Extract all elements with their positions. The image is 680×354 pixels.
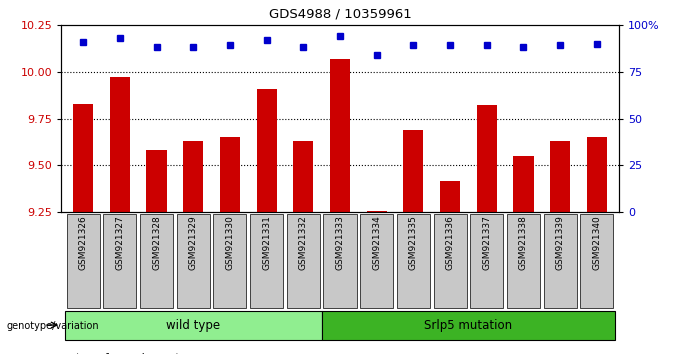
Text: GSM921340: GSM921340 — [592, 215, 601, 270]
Text: wild type: wild type — [166, 319, 220, 332]
FancyBboxPatch shape — [471, 215, 503, 308]
Bar — [403, 130, 424, 212]
Text: GSM921333: GSM921333 — [335, 215, 345, 270]
FancyBboxPatch shape — [65, 312, 322, 340]
FancyBboxPatch shape — [397, 215, 430, 308]
FancyBboxPatch shape — [507, 215, 540, 308]
FancyBboxPatch shape — [324, 215, 356, 308]
FancyBboxPatch shape — [67, 215, 100, 308]
FancyBboxPatch shape — [434, 215, 466, 308]
Bar — [550, 141, 571, 212]
Bar — [256, 88, 277, 212]
Bar — [513, 156, 534, 212]
Text: GSM921332: GSM921332 — [299, 215, 308, 270]
Bar — [367, 211, 387, 212]
FancyBboxPatch shape — [140, 215, 173, 308]
Bar — [146, 150, 167, 212]
Bar — [73, 104, 93, 212]
Bar — [293, 141, 313, 212]
Text: GSM921331: GSM921331 — [262, 215, 271, 270]
FancyBboxPatch shape — [322, 312, 615, 340]
Text: GSM921339: GSM921339 — [556, 215, 564, 270]
Bar — [477, 105, 497, 212]
FancyBboxPatch shape — [580, 215, 613, 308]
Text: GSM921335: GSM921335 — [409, 215, 418, 270]
Text: GSM921334: GSM921334 — [372, 215, 381, 270]
Text: GSM921338: GSM921338 — [519, 215, 528, 270]
Text: GSM921336: GSM921336 — [445, 215, 454, 270]
FancyBboxPatch shape — [360, 215, 393, 308]
Text: GSM921326: GSM921326 — [79, 215, 88, 270]
Text: Srlp5 mutation: Srlp5 mutation — [424, 319, 513, 332]
Title: GDS4988 / 10359961: GDS4988 / 10359961 — [269, 8, 411, 21]
Text: GSM921327: GSM921327 — [116, 215, 124, 270]
Text: transformed count: transformed count — [76, 353, 180, 354]
FancyBboxPatch shape — [250, 215, 283, 308]
Text: genotype/variation: genotype/variation — [7, 321, 99, 331]
Bar — [220, 137, 240, 212]
Bar — [587, 137, 607, 212]
FancyBboxPatch shape — [287, 215, 320, 308]
Bar — [330, 58, 350, 212]
Bar — [183, 141, 203, 212]
Bar — [440, 181, 460, 212]
Bar — [109, 77, 130, 212]
FancyBboxPatch shape — [177, 215, 209, 308]
Text: GSM921337: GSM921337 — [482, 215, 491, 270]
Text: GSM921328: GSM921328 — [152, 215, 161, 270]
FancyBboxPatch shape — [214, 215, 246, 308]
FancyBboxPatch shape — [543, 215, 577, 308]
Text: GSM921330: GSM921330 — [226, 215, 235, 270]
Text: GSM921329: GSM921329 — [189, 215, 198, 270]
FancyBboxPatch shape — [103, 215, 137, 308]
